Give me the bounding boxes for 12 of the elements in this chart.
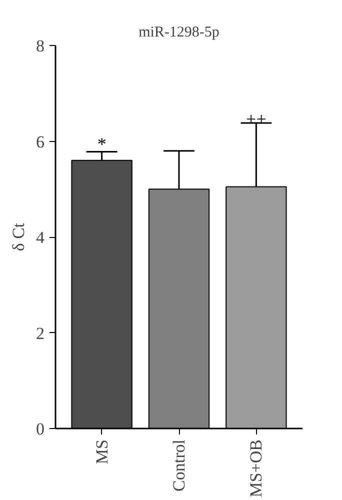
chart-title: miR-1298-5p [138, 24, 220, 40]
y-tick-label: 4 [36, 228, 45, 247]
annotation: ++ [246, 109, 266, 130]
x-tick-label: MS+OB [246, 439, 266, 498]
y-axis-title: δ Ct [9, 222, 28, 252]
y-tick-label: 2 [36, 324, 44, 343]
x-tick-label: MS [92, 439, 112, 464]
y-tick-label: 6 [36, 132, 44, 152]
y-tick-label: 8 [36, 36, 44, 56]
y-tick-label: 0 [36, 420, 44, 438]
annotation: * [97, 134, 106, 154]
x-tick-label: Control [170, 439, 188, 492]
